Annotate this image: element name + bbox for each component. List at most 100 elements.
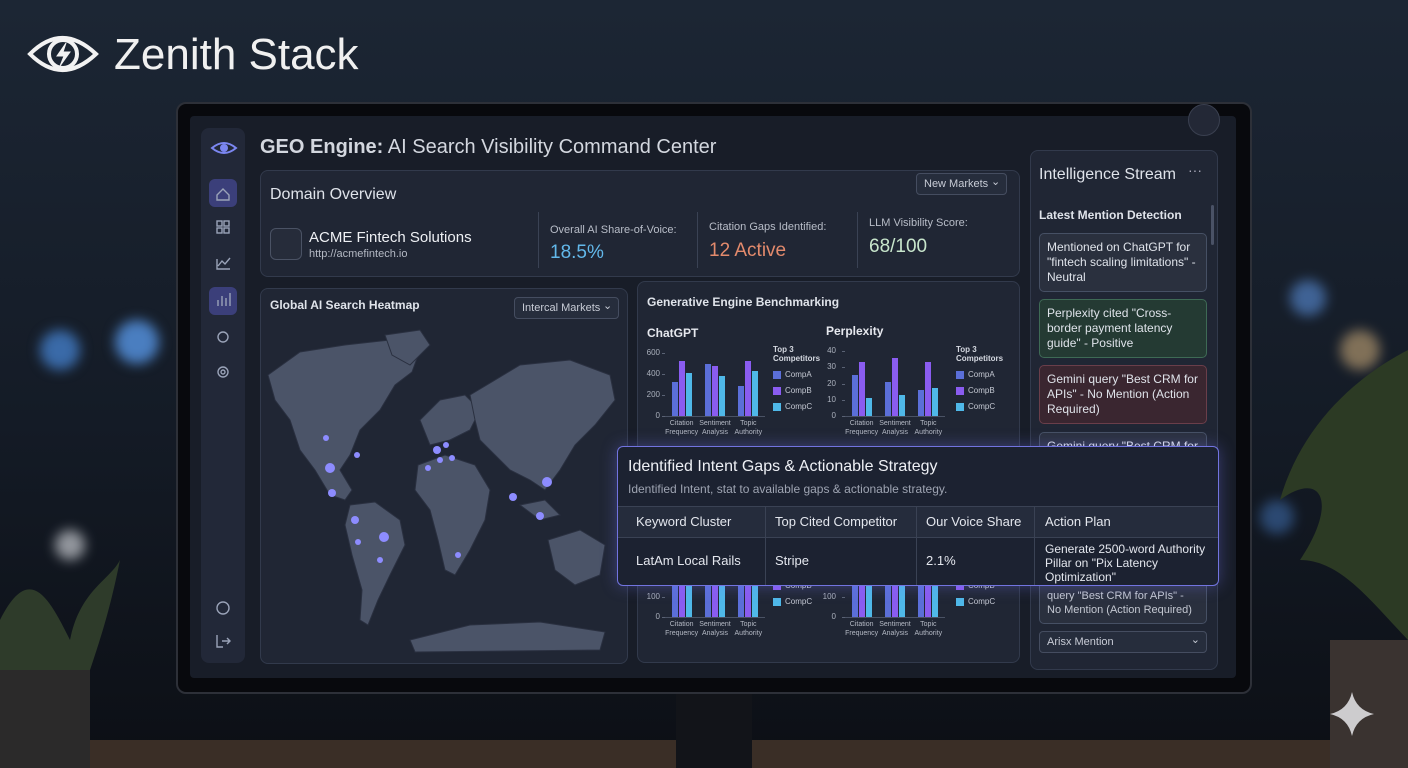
bar: [858, 565, 865, 617]
column-header: Our Voice Share: [926, 514, 1022, 529]
y-tick-label: 0: [655, 411, 660, 420]
tick-mark: [842, 597, 845, 598]
divider: [857, 212, 858, 268]
y-tick-label: 20: [827, 378, 836, 388]
y-tick-label: 0: [655, 612, 660, 621]
sparkle-icon: [1330, 692, 1374, 736]
y-tick-label: 400: [646, 369, 660, 378]
legend-label: CompC: [968, 597, 996, 606]
x-tick-label: Sentiment Analysis: [699, 621, 731, 637]
bar: [685, 575, 692, 617]
metric-value: 68/100: [869, 236, 928, 257]
tick-mark: [662, 353, 665, 354]
scrollbar: [1211, 205, 1214, 245]
tick-mark: [662, 416, 665, 417]
bar: [705, 569, 711, 617]
sidebar: [201, 128, 245, 663]
legend-swatch: [956, 598, 964, 606]
tick-mark: [842, 617, 845, 618]
metric-value: 18.5%: [550, 242, 604, 263]
bar: [865, 579, 872, 617]
y-tick-label: 100: [646, 592, 660, 601]
axis-line: [665, 617, 765, 618]
x-tick-label: Topic Authority: [734, 420, 763, 436]
table-cell: Stripe: [775, 553, 809, 568]
y-tick-label: 100: [822, 592, 836, 601]
tick-mark: [842, 416, 845, 417]
mention-card[interactable]: Perplexity cited "Cross-border payment l…: [1039, 299, 1207, 358]
brand-logo: [27, 36, 99, 72]
x-tick-label: Citation Frequency: [845, 420, 879, 436]
legend-label: CompB: [785, 386, 812, 395]
title-prefix: GEO Engine:: [260, 136, 384, 158]
bar: [745, 361, 752, 416]
x-tick-label: Citation Frequency: [665, 420, 699, 436]
legend-swatch: [956, 582, 964, 590]
plant: [0, 560, 120, 700]
legend-title: Top 3 Competitors: [773, 345, 821, 363]
x-tick-label: Citation Frequency: [845, 621, 879, 637]
bar: [678, 361, 685, 416]
bar: [851, 375, 858, 416]
bar: [752, 571, 759, 617]
mention-card[interactable]: Mentioned on ChatGPT for "fintech scalin…: [1039, 233, 1207, 292]
x-tick-label: Topic Authority: [914, 621, 943, 637]
bar: [671, 573, 678, 617]
more-button[interactable]: ···: [1188, 162, 1202, 178]
bar: [738, 577, 745, 617]
company-url: http://acmefintech.io: [309, 248, 408, 260]
tick-mark: [842, 351, 845, 352]
panel-title: Domain Overview: [270, 186, 397, 203]
pot: [0, 670, 90, 768]
axis-line: [845, 416, 945, 417]
mention-card[interactable]: Gemini query "Best CRM for APIs" - No Me…: [1039, 365, 1207, 424]
table-cell: 2.1%: [926, 553, 956, 568]
bar: [851, 577, 858, 617]
world-map: [267, 329, 616, 653]
x-tick-label: Topic Authority: [914, 420, 943, 436]
x-tick-label: Topic Authority: [734, 621, 763, 637]
x-tick-label: Sentiment Analysis: [879, 621, 911, 637]
legend-swatch: [773, 371, 781, 379]
markets-dropdown[interactable]: New Markets: [916, 173, 1008, 195]
metric-label: Overall AI Share-of-Voice:: [550, 224, 677, 236]
monitor-stand: [676, 688, 752, 768]
bar: [712, 571, 718, 617]
legend-title: Top 3 Competitors: [956, 345, 1004, 363]
y-tick-label: 30: [827, 362, 836, 372]
bar: [678, 567, 685, 617]
plant: [1280, 350, 1408, 640]
nav-home[interactable]: [209, 179, 237, 207]
y-tick-label: 200: [646, 390, 660, 399]
bar: [925, 362, 932, 416]
tick-mark: [842, 399, 845, 401]
bar: [932, 567, 939, 617]
continents: [267, 329, 616, 653]
metric-value: 12 Active: [709, 240, 787, 261]
bar: [918, 575, 925, 617]
legend-swatch: [773, 598, 781, 606]
x-tick-label: Sentiment Analysis: [879, 420, 911, 436]
notifications-button[interactable]: [1188, 104, 1220, 136]
table-cell: Generate 2500-word Authority Pillar on "…: [1045, 542, 1206, 584]
col-divider: [765, 506, 766, 585]
bar: [705, 363, 711, 416]
bar: [925, 569, 932, 617]
legend-swatch: [773, 582, 781, 590]
axis-line: [665, 416, 765, 417]
bar: [745, 565, 752, 617]
y-tick-label: 10: [827, 394, 836, 404]
y-tick-label: 600: [646, 348, 660, 357]
x-tick-label: Citation Frequency: [665, 621, 699, 637]
markets-dropdown[interactable]: Intercal Markets: [514, 297, 620, 319]
bokeh: [1290, 280, 1326, 316]
chart-title: Perplexity: [826, 324, 884, 338]
mention-dropdown[interactable]: Arisx Mention: [1039, 631, 1207, 653]
nav-analytics[interactable]: [209, 287, 237, 315]
table-cell: LatAm Local Rails: [636, 553, 741, 568]
legend-swatch: [956, 403, 964, 411]
legend-label: CompC: [968, 402, 996, 411]
table-header: [618, 506, 1218, 538]
bokeh: [1340, 330, 1380, 370]
